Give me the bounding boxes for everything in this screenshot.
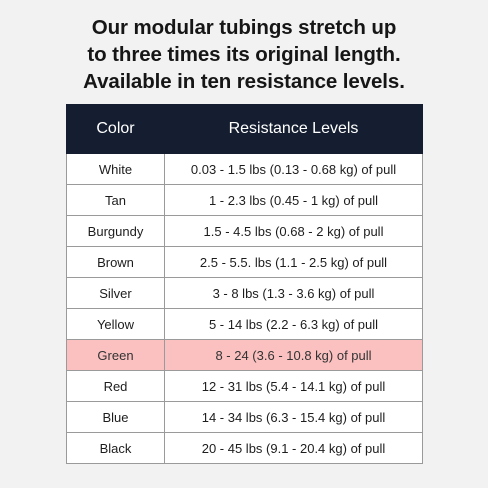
headline-line-2: to three times its original length. [87,43,401,66]
table-row: Tan 1 - 2.3 lbs (0.45 - 1 kg) of pull [66,184,423,216]
cell-color: Brown [66,246,165,278]
cell-color: Green [66,339,165,371]
header-color: Color [66,104,165,154]
cell-color: Black [66,432,165,464]
cell-resistance: 12 - 31 lbs (5.4 - 14.1 kg) of pull [164,370,423,402]
cell-resistance: 0.03 - 1.5 lbs (0.13 - 0.68 kg) of pull [164,153,423,185]
cell-color: White [66,153,165,185]
cell-color: Red [66,370,165,402]
cell-resistance: 5 - 14 lbs (2.2 - 6.3 kg) of pull [164,308,423,340]
table-row: Blue 14 - 34 lbs (6.3 - 15.4 kg) of pull [66,401,423,433]
table-row: Yellow 5 - 14 lbs (2.2 - 6.3 kg) of pull [66,308,423,340]
headline: Our modular tubings stretch up to three … [0,14,488,95]
table-row: Burgundy 1.5 - 4.5 lbs (0.68 - 2 kg) of … [66,215,423,247]
cell-resistance: 14 - 34 lbs (6.3 - 15.4 kg) of pull [164,401,423,433]
cell-color: Silver [66,277,165,309]
cell-color: Blue [66,401,165,433]
cell-resistance: 1.5 - 4.5 lbs (0.68 - 2 kg) of pull [164,215,423,247]
cell-resistance: 20 - 45 lbs (9.1 - 20.4 kg) of pull [164,432,423,464]
table-row: Black 20 - 45 lbs (9.1 - 20.4 kg) of pul… [66,432,423,464]
cell-resistance: 3 - 8 lbs (1.3 - 3.6 kg) of pull [164,277,423,309]
table-header-row: Color Resistance Levels [66,104,423,154]
table-row: Green 8 - 24 (3.6 - 10.8 kg) of pull [66,339,423,371]
header-resistance-levels: Resistance Levels [164,104,423,154]
table-row: Silver 3 - 8 lbs (1.3 - 3.6 kg) of pull [66,277,423,309]
table-row: Red 12 - 31 lbs (5.4 - 14.1 kg) of pull [66,370,423,402]
table-row: Brown 2.5 - 5.5. lbs (1.1 - 2.5 kg) of p… [66,246,423,278]
cell-color: Tan [66,184,165,216]
cell-color: Yellow [66,308,165,340]
cell-color: Burgundy [66,215,165,247]
cell-resistance: 8 - 24 (3.6 - 10.8 kg) of pull [164,339,423,371]
resistance-table: Color Resistance Levels White 0.03 - 1.5… [66,104,423,464]
headline-line-3: Available in ten resistance levels. [83,70,405,93]
cell-resistance: 1 - 2.3 lbs (0.45 - 1 kg) of pull [164,184,423,216]
cell-resistance: 2.5 - 5.5. lbs (1.1 - 2.5 kg) of pull [164,246,423,278]
headline-line-1: Our modular tubings stretch up [91,16,397,39]
table-row: White 0.03 - 1.5 lbs (0.13 - 0.68 kg) of… [66,153,423,185]
